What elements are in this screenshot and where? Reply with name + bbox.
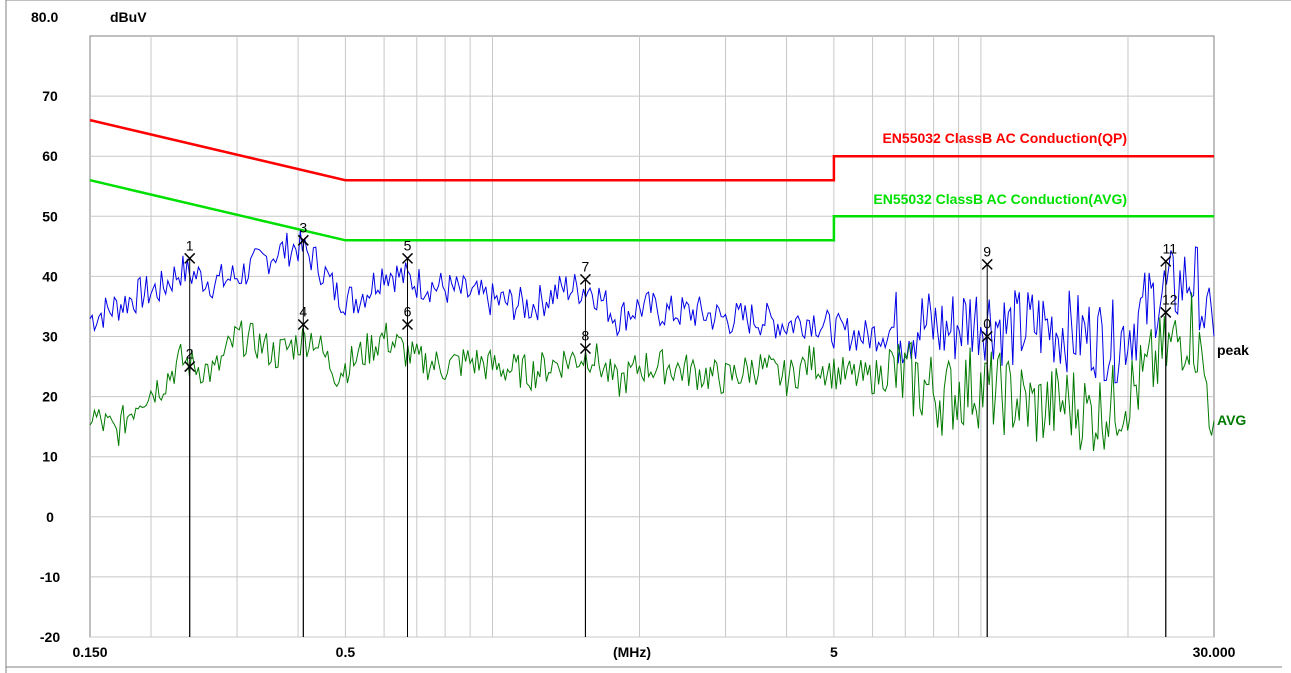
y-tick-label: 0	[46, 509, 54, 525]
y-tick-label: 70	[42, 88, 58, 104]
marker-9-label: 9	[983, 243, 991, 259]
y-tick-label: 40	[42, 268, 58, 284]
marker-8-cross-b	[579, 342, 591, 355]
y-tick-label: 30	[42, 329, 58, 345]
marker-11-label: 11	[1163, 240, 1178, 256]
limit-line-qp	[89, 118, 1214, 182]
marker-11-cross-b	[1160, 255, 1172, 267]
marker-4-label: 4	[299, 303, 307, 319]
marker-0-cross-b	[981, 330, 993, 343]
x-tick-label: 5	[830, 644, 838, 660]
marker-6-cross-b	[401, 318, 414, 331]
marker-1-label: 1	[186, 237, 194, 253]
marker-6-label: 6	[404, 303, 412, 319]
y-tick-label: 60	[42, 148, 58, 164]
series-peak-label: peak	[1217, 342, 1249, 358]
y-max-label: 80.0	[31, 9, 58, 25]
y-tick-label: -10	[40, 569, 60, 585]
limit-qp-label: EN55032 ClassB AC Conduction(QP)	[882, 130, 1127, 146]
x-tick-label: 0.150	[72, 644, 107, 660]
y-tick-label: 50	[42, 208, 58, 224]
marker-12-label: 12	[1162, 291, 1178, 307]
marker-2-label: 2	[186, 346, 194, 362]
limit-avg-label: EN55032 ClassB AC Conduction(AVG)	[873, 191, 1127, 207]
marker-12-cross-b	[1160, 306, 1172, 318]
marker-3-cross-b	[297, 234, 309, 246]
y-tick-label: 20	[42, 389, 58, 405]
marker-3-label: 3	[299, 219, 307, 235]
x-tick-label: 0.5	[336, 644, 356, 660]
marker-1-cross-b	[184, 252, 196, 264]
marker-9-cross-b	[981, 258, 993, 270]
marker-2-cross-b	[184, 361, 196, 373]
y-tick-label: -20	[40, 629, 60, 645]
marker-5-label: 5	[404, 237, 412, 253]
x-tick-label: 30.000	[1193, 644, 1236, 660]
x-unit-label: (MHz)	[613, 644, 651, 660]
marker-5-cross-b	[401, 252, 414, 264]
limit-line-avg	[89, 178, 1214, 242]
marker-7-cross-b	[579, 273, 591, 285]
marker-0-label: 0	[983, 316, 991, 332]
series-avg-line	[89, 292, 1215, 452]
marker-4-cross-b	[297, 318, 309, 331]
marker-7-label: 7	[582, 258, 590, 274]
y-tick-label: 10	[42, 449, 58, 465]
marker-8-label: 8	[582, 328, 590, 344]
y-unit-label: dBuV	[110, 9, 147, 25]
series-peak-line	[89, 230, 1215, 384]
series-avg-label: AVG	[1217, 412, 1246, 428]
